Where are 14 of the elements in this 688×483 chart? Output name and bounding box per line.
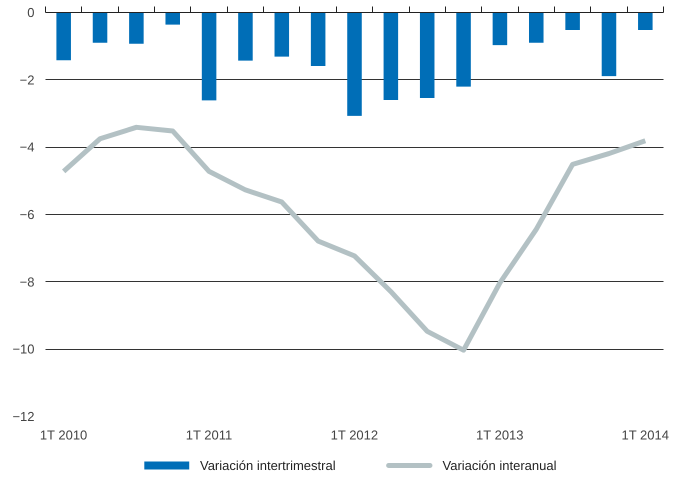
x-tick-label: 1T 2011 — [186, 428, 232, 442]
y-tick-label: −8 — [20, 274, 35, 290]
legend-label: Variación intertrimestral — [200, 458, 336, 473]
y-tick-label: −6 — [20, 207, 35, 222]
x-tick-label: 1T 2013 — [476, 428, 524, 442]
y-tick-label: −12 — [12, 409, 35, 424]
y-tick-label: 0 — [27, 5, 35, 20]
x-tick-label: 1T 2014 — [621, 428, 669, 442]
y-tick-label: −10 — [12, 342, 35, 357]
x-tick-label: 1T 2012 — [330, 428, 378, 442]
legend-label: Variación interanual — [442, 458, 557, 473]
x-tick-label: 1T 2010 — [40, 428, 88, 442]
y-tick-label: −4 — [20, 140, 35, 155]
y-tick-label: −2 — [20, 72, 35, 88]
